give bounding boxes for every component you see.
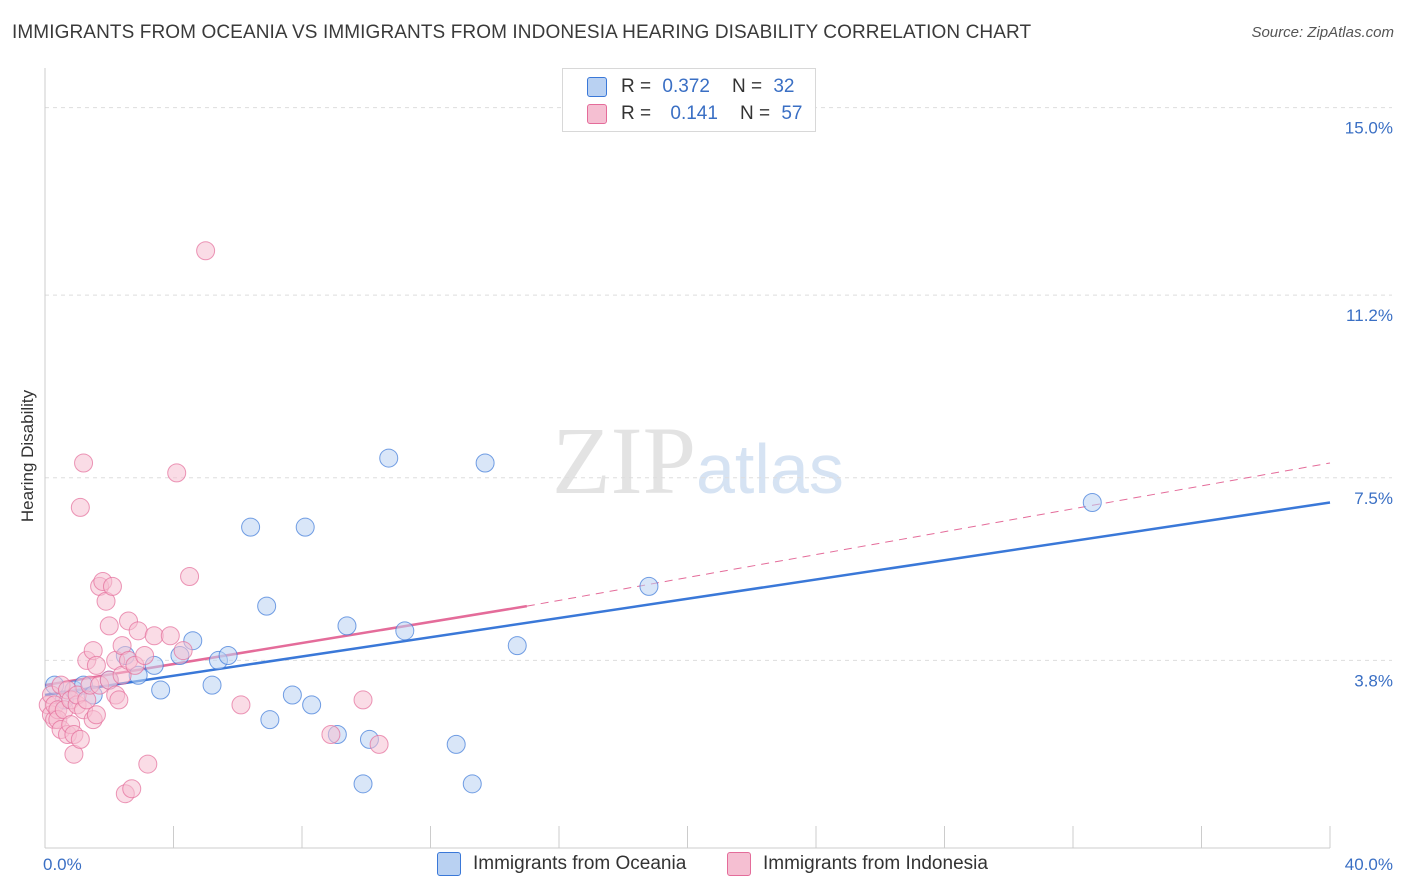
oceania-swatch [587, 77, 607, 97]
legend-item-indonesia[interactable]: Immigrants from Indonesia [727, 852, 988, 876]
indonesia-point [353, 690, 373, 710]
oceania-point [475, 453, 495, 473]
legend-r-label: R = [621, 76, 652, 97]
indonesia-point [167, 463, 187, 483]
points-layer [38, 241, 1102, 804]
legend-n-label: N = [739, 103, 771, 124]
indonesia-point [160, 626, 180, 646]
legend-row-indonesia: R = 0.141 N = 57 [587, 102, 802, 126]
oceania-point [260, 710, 280, 730]
indonesia-point [70, 729, 90, 749]
oceania-trend-line [44, 501, 1331, 697]
indonesia-point [99, 616, 119, 636]
legend-n-value: 32 [773, 76, 795, 97]
grid-layer [45, 107, 1392, 661]
indonesia-swatch [587, 104, 607, 124]
legend-n-value: 57 [781, 103, 803, 124]
legend-item-oceania[interactable]: Immigrants from Oceania [437, 852, 686, 876]
legend-r-value: 0.141 [670, 103, 718, 124]
indonesia-legend-swatch [727, 852, 751, 876]
indonesia-point [138, 754, 158, 774]
oceania-point [257, 596, 277, 616]
zipatlas-watermark: ZIPatlas [552, 405, 844, 516]
indonesia-point [122, 779, 142, 799]
indonesia-point [180, 567, 200, 587]
axis-layer [44, 68, 1331, 849]
y-tick-label: 3.8% [1354, 671, 1393, 690]
legend-r-label: R = [621, 103, 652, 124]
indonesia-point [102, 576, 122, 596]
indonesia-point [369, 734, 389, 754]
oceania-point [395, 621, 415, 641]
watermark-zip: ZIP [552, 407, 696, 514]
indonesia-point [86, 655, 106, 675]
oceania-point [337, 616, 357, 636]
y-tick-label: 15.0% [1345, 119, 1393, 138]
y-tick-label: 7.5% [1354, 489, 1393, 508]
legend-n-label: N = [731, 76, 763, 97]
legend-r-value: 0.372 [662, 76, 710, 97]
indonesia-point [109, 690, 129, 710]
correlation-legend: R = 0.372 N = 32 R = 0.141 N = 57 [562, 68, 816, 132]
indonesia-point [173, 641, 193, 661]
indonesia-point [144, 626, 164, 646]
indonesia-point [70, 497, 90, 517]
source-credit: Source: ZipAtlas.com [1251, 24, 1394, 41]
indonesia-point [86, 705, 106, 725]
oceania-point [379, 448, 399, 468]
oceania-point [353, 774, 373, 794]
x-tick-label: 0.0% [43, 855, 82, 874]
oceania-point [446, 734, 466, 754]
oceania-point [295, 517, 315, 537]
oceania-point [462, 774, 482, 794]
series-legend: Immigrants from Oceania Immigrants from … [0, 852, 1406, 878]
legend-row-oceania: R = 0.372 N = 32 [587, 75, 794, 99]
indonesia-point [128, 621, 148, 641]
indonesia-point [135, 646, 155, 665]
chart-title: IMMIGRANTS FROM OCEANIA VS IMMIGRANTS FR… [12, 22, 1032, 43]
tick-label-layer: 3.8% 7.5% 11.2% 15.0% 0.0% 40.0% [43, 119, 1393, 874]
indonesia-trend-extension [526, 462, 1331, 607]
oceania-point [218, 646, 238, 665]
indonesia-point [231, 695, 251, 715]
oceania-legend-swatch [437, 852, 461, 876]
watermark-atlas: atlas [696, 430, 844, 508]
oceania-point [302, 695, 322, 715]
oceania-point [241, 517, 261, 537]
oceania-point [1082, 492, 1102, 512]
indonesia-point [74, 453, 94, 473]
legend-item-label: Immigrants from Oceania [473, 853, 687, 874]
oceania-point [202, 675, 222, 695]
x-tick-label: 40.0% [1345, 855, 1393, 874]
y-tick-label: 11.2% [1346, 306, 1393, 325]
oceania-point [507, 636, 527, 656]
indonesia-point [196, 241, 216, 261]
oceania-point [639, 576, 659, 596]
oceania-point [282, 685, 302, 705]
indonesia-point [321, 724, 341, 744]
legend-item-label: Immigrants from Indonesia [763, 853, 988, 874]
oceania-point [151, 680, 171, 700]
